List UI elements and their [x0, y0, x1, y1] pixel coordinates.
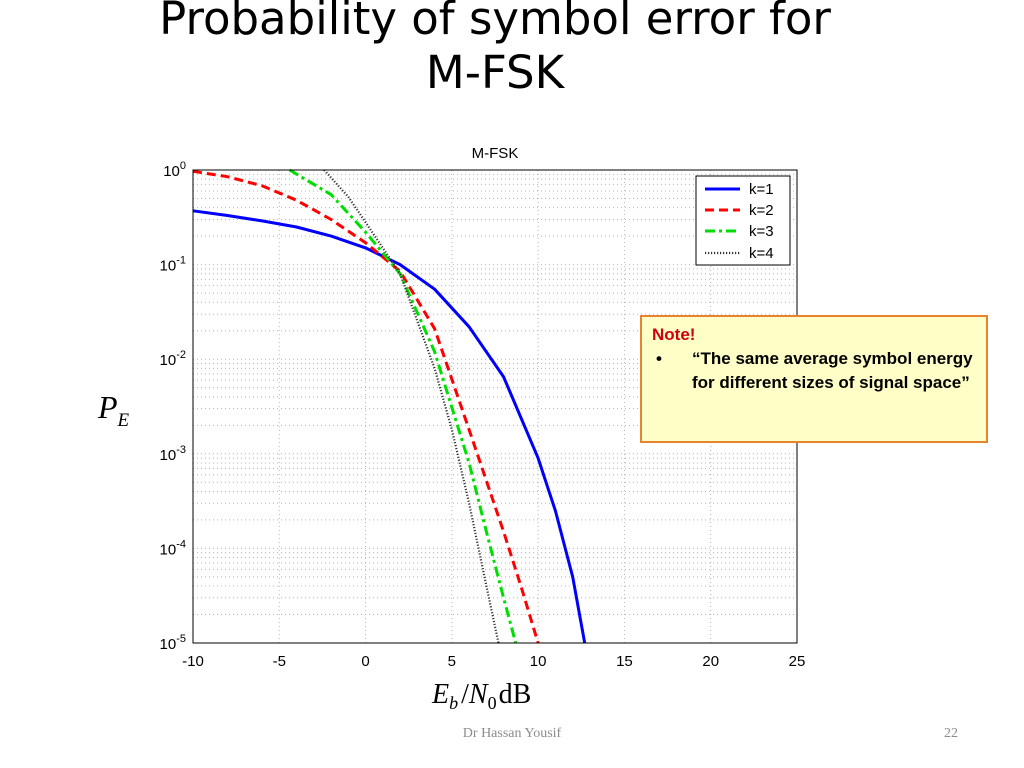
footer-author: Dr Hassan Yousif	[462, 726, 562, 741]
slide-title-line-2: M-FSK	[425, 46, 565, 99]
x-tick-label: 10	[530, 653, 547, 670]
y-tick-exponent: -3	[176, 444, 186, 456]
x-axis-label: Eb/N0dB	[431, 679, 531, 713]
y-tick-base: 10	[160, 352, 177, 369]
legend-box	[695, 175, 791, 266]
x-axis-label-slash: /	[461, 679, 469, 710]
series-lines	[192, 168, 587, 644]
y-tick-label: 10-2	[160, 349, 186, 369]
y-tick-base: 10	[163, 163, 180, 180]
y-tick-base: 10	[160, 447, 177, 464]
y-tick-label: 10-3	[160, 444, 186, 464]
x-tick-label: 15	[616, 653, 633, 670]
chart-title: M-FSK	[472, 145, 519, 162]
y-tick-base: 10	[160, 541, 177, 558]
y-tick-exponent: -2	[176, 349, 186, 361]
y-tick-base: 10	[160, 258, 177, 275]
x-tick-label: 25	[789, 653, 806, 670]
legend-label-k4: k=4	[749, 245, 774, 262]
y-tick-base: 10	[160, 636, 177, 653]
x-tick-labels: -10 -5 0 5 10 15 20 25	[182, 653, 805, 670]
note-text: “The same average symbol energy for diff…	[692, 349, 973, 392]
legend-label-k3: k=3	[749, 223, 774, 240]
x-tick-label: 20	[702, 653, 719, 670]
note-callout: Note! • “The same average symbol energy …	[640, 315, 988, 443]
x-axis-label-sub-b: b	[449, 693, 458, 713]
slide-title: Probability of symbol error for M-FSK	[0, 0, 990, 100]
series-line-k1	[192, 209, 587, 644]
y-tick-label: 100	[163, 160, 186, 180]
page-number: 22	[944, 726, 958, 741]
y-tick-exponent: -5	[176, 633, 186, 645]
y-tick-label: 10-1	[160, 255, 186, 275]
legend: k=1 k=2 k=3 k=4	[695, 175, 791, 266]
y-tick-label: 10-5	[160, 633, 186, 653]
x-axis-label-unit: dB	[499, 679, 532, 710]
y-axis-label-sub: E	[117, 410, 130, 431]
note-bullet: •	[656, 349, 662, 368]
legend-label-k1: k=1	[749, 181, 774, 198]
x-tick-label: -10	[182, 653, 204, 670]
y-tick-exponent: -1	[176, 255, 186, 267]
x-tick-label: 0	[361, 653, 369, 670]
x-axis-label-e: E	[431, 679, 449, 710]
slide-title-line-1: Probability of symbol error for	[159, 0, 831, 45]
grid	[193, 170, 797, 643]
x-axis-label-n: N	[468, 679, 489, 710]
series-line-k2	[192, 169, 540, 644]
legend-label-k2: k=2	[749, 202, 774, 219]
x-tick-label: 5	[448, 653, 456, 670]
y-axis-label-main: P	[97, 389, 118, 425]
note-bullet-row: • “The same average symbol energy for di…	[652, 347, 976, 395]
y-tick-exponent: -4	[176, 538, 186, 550]
y-tick-exponent: 0	[180, 160, 186, 172]
series-line-k3	[288, 168, 518, 644]
note-title: Note!	[652, 325, 696, 344]
x-tick-label: -5	[273, 653, 286, 670]
y-axis-label: PE	[97, 389, 130, 431]
y-tick-label: 10-4	[160, 538, 186, 558]
x-axis-label-sub-0: 0	[488, 693, 497, 713]
